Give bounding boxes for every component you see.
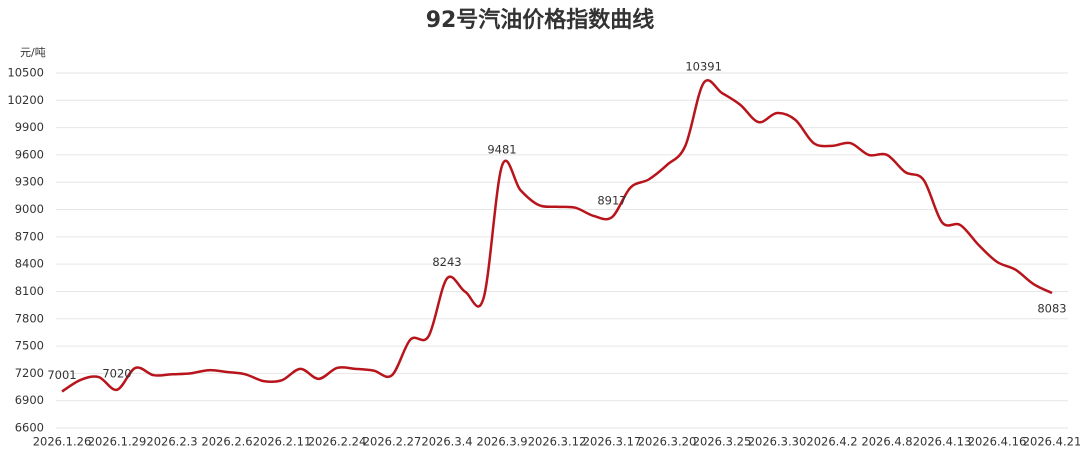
x-tick-label: 2026.4.13 [913,435,972,449]
y-tick-label: 8700 [15,229,44,243]
price-line [61,79,1053,393]
x-tick-label: 2026.3.4 [421,435,472,449]
y-tick-label: 10200 [7,93,44,107]
y-tick-label: 7800 [15,311,44,325]
x-tick-label: 2026.2.27 [363,435,422,449]
y-tick-label: 9900 [15,120,44,134]
x-tick-label: 2026.1.29 [88,435,147,449]
y-axis-label: 元/吨 [20,46,46,59]
x-tick-label: 2026.2.3 [146,435,197,449]
x-tick-label: 2026.2.11 [253,435,312,449]
y-tick-label: 10500 [7,66,44,80]
y-tick-label: 7500 [15,339,44,353]
y-tick-label: 8100 [15,284,44,298]
x-tick-label: 2026.3.9 [476,435,527,449]
x-tick-label: 2026.1.26 [33,435,92,449]
y-tick-label: 9000 [15,202,44,216]
data-label: 7020 [102,366,131,380]
x-tick-label: 2026.3.30 [748,435,807,449]
x-tick-label: 2026.3.17 [583,435,642,449]
chart-title: 92号汽油价格指数曲线 [426,7,655,33]
data-label: 10391 [685,59,722,73]
x-tick-label: 2026.3.20 [638,435,697,449]
x-tick-label: 2026.3.25 [693,435,752,449]
x-tick-label: 2026.4.2 [806,435,857,449]
data-label: 8083 [1037,302,1066,316]
y-tick-label: 7200 [15,366,44,380]
y-tick-label: 6900 [15,393,44,407]
x-tick-label: 2026.4.16 [968,435,1027,449]
y-tick-label: 6600 [15,421,44,435]
x-tick-label: 2026.4.8 [861,435,912,449]
data-label: 8243 [432,255,461,269]
y-tick-label: 8400 [15,257,44,271]
x-tick-label: 2026.2.24 [308,435,367,449]
data-label: 8917 [597,194,626,208]
x-tick-label: 2026.3.12 [528,435,587,449]
data-label: 9481 [487,142,516,156]
y-tick-label: 9300 [15,175,44,189]
x-tick-label: 2026.2.6 [201,435,252,449]
y-tick-label: 9600 [15,147,44,161]
data-label: 7001 [47,368,76,382]
x-tick-label: 2026.4.21 [1023,435,1080,449]
